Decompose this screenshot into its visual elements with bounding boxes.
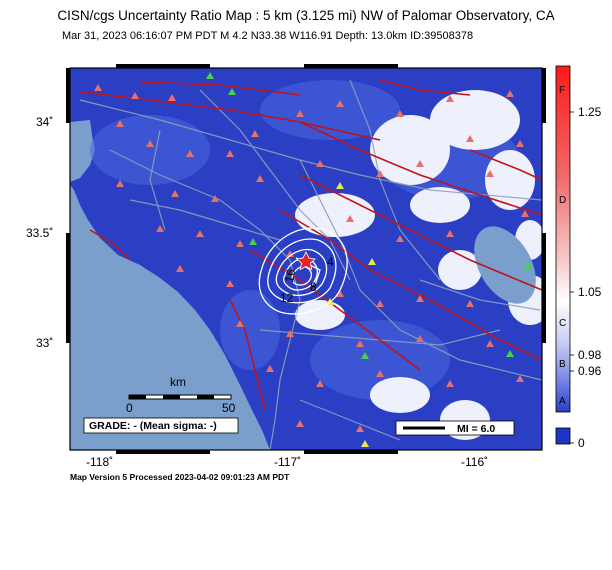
mi-legend-box [395, 420, 515, 436]
contour-label-4: 4 [327, 255, 334, 269]
x-tick-116: -116˚ [461, 455, 488, 469]
x-tick-117: -117˚ [274, 455, 301, 469]
contour-label-12: 12 [280, 291, 294, 305]
colorbar-value-0-98: 0.98 [578, 348, 602, 362]
roads [79, 79, 542, 450]
contours [258, 227, 348, 315]
map-area: 4 8 16 12 km 0 50 GRADE: - (Mean sigma: … [70, 68, 542, 450]
scale-unit: km [170, 375, 186, 389]
stations [94, 84, 529, 432]
colorbar-value-0-96: 0.96 [578, 364, 602, 378]
processing-info: Map Version 5 Processed 2023-04-02 09:01… [70, 472, 290, 482]
colorbar-letter-b: B [559, 359, 566, 370]
faults [79, 79, 542, 411]
colorbar-value-1-05: 1.05 [578, 285, 602, 299]
colorbar-value-0: 0 [578, 436, 585, 450]
colorbar: F D C B A 1.25 1.05 0.98 0.96 0 [555, 65, 602, 450]
salton-sea [474, 226, 536, 304]
contour-label-16: 16 [282, 268, 298, 284]
colorbar-value-1-25: 1.25 [578, 105, 602, 119]
colorbar-letter-c: C [559, 318, 566, 329]
contour-label-8: 8 [310, 280, 317, 294]
y-tick-34: 34˚ [36, 115, 53, 129]
grade-text: GRADE: - (Mean sigma: -) [89, 420, 217, 432]
scale-min: 0 [126, 401, 133, 415]
y-tick-33-5: 33.5˚ [26, 226, 53, 240]
colorbar-letter-d: D [559, 195, 566, 206]
colorbar-letter-a: A [559, 396, 566, 407]
map-title: CISN/cgs Uncertainty Ratio Map : 5 km (3… [57, 8, 555, 23]
frame-ticks [66, 64, 546, 454]
white-regions [295, 90, 542, 440]
epicenter-star [296, 251, 316, 271]
grade-box [83, 417, 239, 434]
colorbar-letter-f: F [559, 85, 565, 96]
scale-max: 50 [222, 401, 236, 415]
y-tick-33: 33˚ [36, 336, 53, 350]
scale-bar: km 0 50 [126, 375, 236, 415]
mi-legend-text: MI = 6.0 [457, 423, 495, 435]
santa-monica-bay [70, 120, 95, 182]
event-info: Mar 31, 2023 06:16:07 PM PDT M 4.2 N33.3… [62, 30, 474, 42]
x-tick-118: -118˚ [86, 455, 113, 469]
stations-green [206, 72, 532, 359]
